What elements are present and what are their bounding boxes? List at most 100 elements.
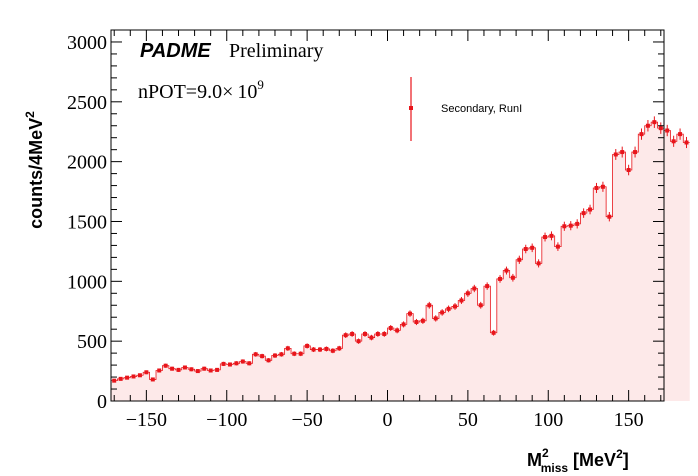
y-axis-label: counts/4MeV2 bbox=[23, 111, 46, 229]
data-point bbox=[401, 322, 406, 327]
data-point bbox=[568, 223, 573, 228]
data-point bbox=[485, 284, 490, 289]
data-point bbox=[414, 320, 419, 325]
data-point bbox=[157, 368, 162, 373]
data-point bbox=[253, 352, 258, 357]
y-axis-label-sup: 2 bbox=[23, 111, 37, 118]
y-tick-label: 1500 bbox=[67, 211, 107, 233]
npot-exponent: 9 bbox=[257, 77, 264, 92]
experiment-name: PADME bbox=[140, 40, 211, 62]
histogram-fill-layer bbox=[111, 122, 690, 401]
data-point bbox=[279, 352, 284, 357]
data-point bbox=[472, 286, 477, 291]
y-tick-label: 500 bbox=[77, 331, 107, 353]
plot-frame bbox=[110, 29, 665, 402]
data-point bbox=[324, 346, 329, 351]
data-point bbox=[562, 224, 567, 229]
data-point bbox=[504, 268, 509, 273]
data-point bbox=[182, 365, 187, 370]
data-point bbox=[137, 373, 142, 378]
data-point bbox=[665, 128, 670, 133]
x-tick-labels: −150 −100 −50 0 50 100 150 bbox=[126, 409, 644, 431]
x-tick-label: 150 bbox=[614, 409, 644, 431]
data-point bbox=[330, 348, 335, 353]
data-point bbox=[465, 291, 470, 296]
data-point bbox=[581, 211, 586, 216]
data-point bbox=[195, 369, 200, 374]
data-point bbox=[337, 346, 342, 351]
histogram-step-layer bbox=[111, 121, 690, 382]
data-point bbox=[543, 235, 548, 240]
data-point bbox=[170, 366, 175, 371]
histogram-fill bbox=[111, 122, 690, 401]
legend-label: Secondary, RunI bbox=[441, 103, 522, 115]
npot-base: 10 bbox=[237, 81, 257, 103]
data-point bbox=[478, 303, 483, 308]
data-point bbox=[652, 120, 657, 125]
data-point bbox=[382, 331, 387, 336]
data-point bbox=[176, 367, 181, 372]
data-point bbox=[298, 351, 303, 356]
x-tick-label: −50 bbox=[291, 409, 322, 431]
data-point bbox=[420, 318, 425, 323]
x-axis-label-unit-sup: 2 bbox=[616, 447, 623, 461]
data-point bbox=[491, 330, 496, 335]
data-point bbox=[498, 276, 503, 281]
data-point bbox=[215, 367, 220, 372]
data-point bbox=[292, 351, 297, 356]
y-tick-label: 2000 bbox=[67, 152, 107, 174]
x-axis-label: M2 miss [MeV2] bbox=[527, 446, 629, 475]
data-point bbox=[626, 168, 631, 173]
data-point bbox=[395, 328, 400, 333]
data-point bbox=[510, 275, 515, 280]
data-point bbox=[125, 375, 130, 380]
data-point bbox=[440, 310, 445, 315]
data-point bbox=[388, 325, 393, 330]
data-point bbox=[208, 368, 213, 373]
data-point bbox=[408, 311, 413, 316]
data-point bbox=[369, 335, 374, 340]
data-point bbox=[523, 247, 528, 252]
data-point bbox=[305, 343, 310, 348]
data-point bbox=[240, 359, 245, 364]
data-point bbox=[317, 347, 322, 352]
data-point bbox=[285, 346, 290, 351]
data-point bbox=[227, 362, 232, 367]
x-tick-label: −100 bbox=[206, 409, 247, 431]
data-point bbox=[202, 366, 207, 371]
data-point bbox=[555, 244, 560, 249]
data-point bbox=[433, 316, 438, 321]
histogram-outline bbox=[111, 121, 690, 382]
legend-marker bbox=[409, 106, 413, 110]
legend: Secondary, RunI bbox=[409, 77, 522, 141]
data-point bbox=[311, 347, 316, 352]
data-point bbox=[658, 126, 663, 131]
y-tick-label: 0 bbox=[97, 391, 107, 413]
x-axis-label-unit-suffix: ] bbox=[623, 450, 629, 470]
data-point bbox=[131, 374, 136, 379]
x-axis-label-sup: 2 bbox=[542, 446, 549, 460]
data-point bbox=[144, 370, 149, 375]
y-tick-label: 2500 bbox=[67, 92, 107, 114]
histogram-marker-layer bbox=[112, 116, 689, 383]
x-axis-label-main: M bbox=[527, 450, 542, 470]
data-point bbox=[536, 261, 541, 266]
data-point bbox=[427, 303, 432, 308]
data-point bbox=[575, 221, 580, 226]
y-axis-label-text: counts/4MeV bbox=[26, 118, 46, 229]
data-point bbox=[446, 306, 451, 311]
npot-annotation: nPOT=9.0× 109 bbox=[138, 77, 264, 103]
data-point bbox=[350, 331, 355, 336]
data-point bbox=[517, 257, 522, 262]
data-point bbox=[549, 233, 554, 238]
data-point bbox=[645, 123, 650, 128]
data-point bbox=[112, 378, 117, 383]
x-tick-label: 50 bbox=[458, 409, 478, 431]
data-point bbox=[118, 376, 123, 381]
y-tick-labels: 0 500 1000 1500 2000 2500 3000 bbox=[67, 32, 107, 413]
data-point bbox=[459, 298, 464, 303]
x-tick-label: −150 bbox=[126, 409, 167, 431]
data-point bbox=[588, 207, 593, 212]
data-point bbox=[600, 184, 605, 189]
